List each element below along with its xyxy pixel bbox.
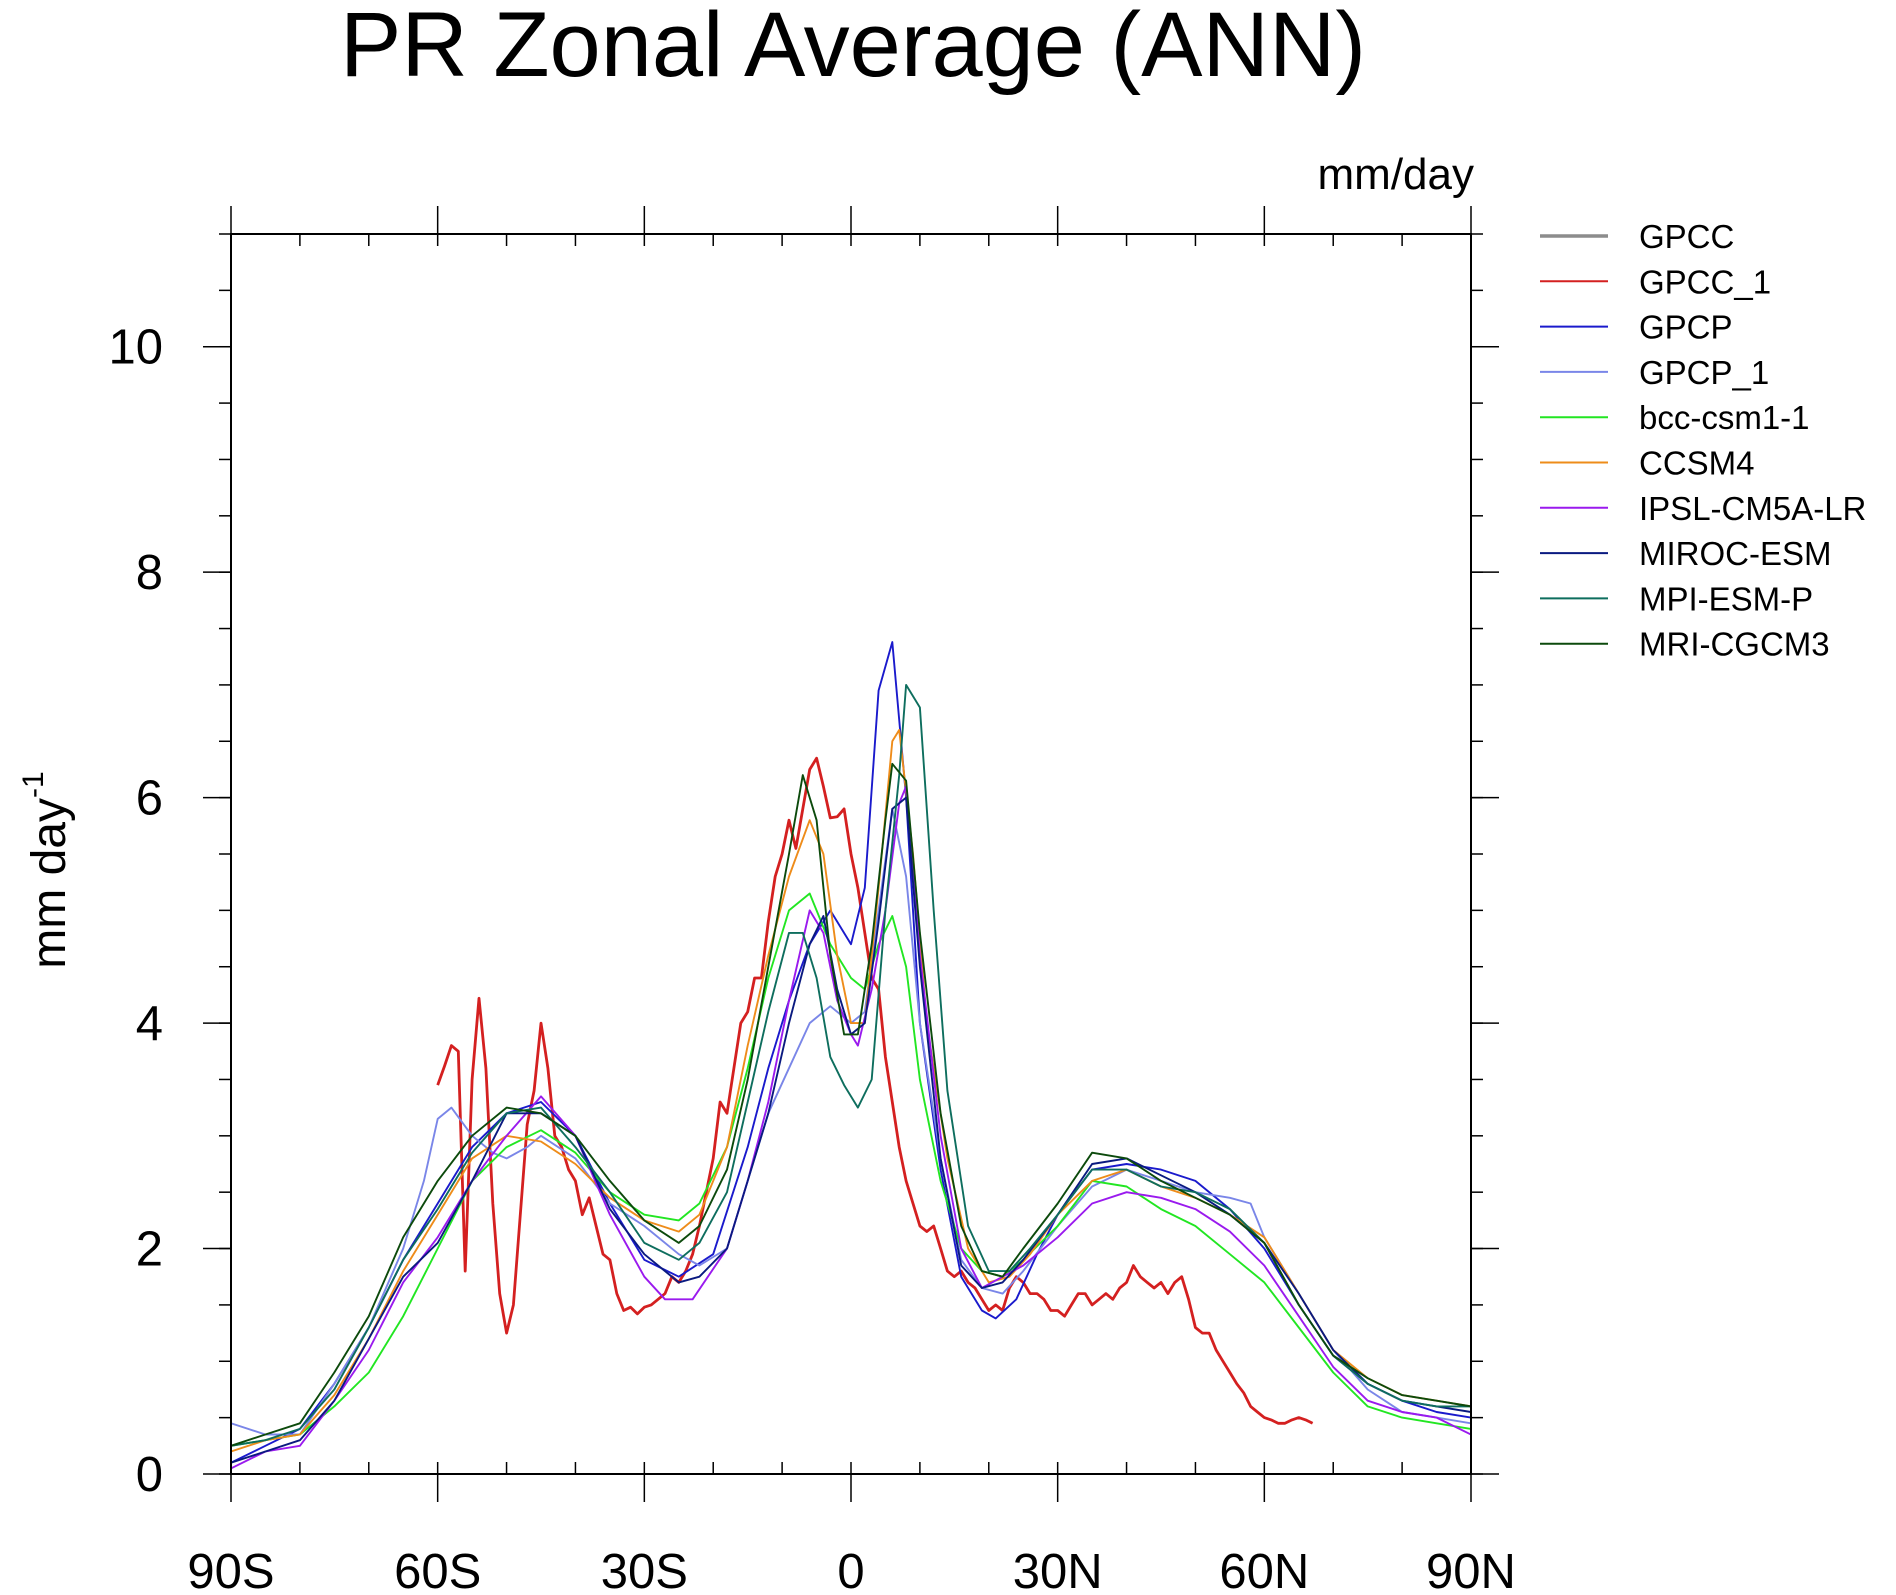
x-tick-labels: 90S 60S 30S 0 30N 60N 90N (187, 1545, 1516, 1595)
series-line-gpcp-1 (231, 807, 1471, 1436)
legend-label-bcc-csm1-1: bcc-csm1-1 (1639, 399, 1810, 436)
x-tick-label: 30S (601, 1545, 688, 1595)
legend-label-gpcc: GPCC (1639, 218, 1734, 255)
series-line-ccsm4 (231, 729, 1471, 1453)
chart-title: PR Zonal Average (ANN) (340, 0, 1366, 96)
series-line-mri-cgcm3 (231, 762, 1471, 1447)
x-tick-label: 90S (187, 1545, 274, 1595)
legend-label-gpcp: GPCP (1639, 309, 1733, 346)
series-line-gpcp (231, 641, 1471, 1464)
series-line-bcc-csm1-1 (231, 892, 1471, 1447)
x-tick-label: 90N (1426, 1545, 1516, 1595)
y-axis-label-text: mm day (23, 798, 76, 969)
legend-label-mpi-esm-p: MPI-ESM-P (1639, 580, 1813, 617)
svg-text:mm day-1: mm day-1 (17, 771, 76, 968)
series-line-mpi-esm-p (231, 683, 1471, 1447)
y-axis-label-superscript: -1 (17, 771, 50, 798)
x-tick-label: 30N (1013, 1545, 1103, 1595)
units-label: mm/day (1318, 150, 1474, 199)
plot-frame (230, 233, 1472, 1475)
legend-label-mri-cgcm3: MRI-CGCM3 (1639, 626, 1830, 663)
x-tick-label: 60N (1219, 1545, 1309, 1595)
y-tick-label: 8 (136, 546, 163, 600)
legend-label-miroc-esm: MIROC-ESM (1639, 535, 1832, 572)
legend-label-gpcc-1: GPCC_1 (1639, 263, 1771, 300)
legend: GPCC GPCC_1 GPCP GPCP_1 bcc-csm1-1 CCSM4 IPSL-… (1540, 218, 1866, 663)
x-tick-label: 60S (394, 1545, 481, 1595)
major-ticks (203, 206, 1499, 1502)
y-tick-label: 0 (136, 1448, 163, 1502)
y-tick-label: 4 (136, 997, 163, 1051)
y-tick-label: 10 (108, 321, 163, 375)
series-line-ipsl-cm5a-lr (231, 785, 1471, 1470)
y-axis-label: mm day-1 (17, 771, 76, 968)
y-tick-label: 6 (136, 772, 163, 826)
y-tick-label: 2 (136, 1223, 163, 1277)
series-lines (231, 641, 1471, 1470)
legend-label-ipsl-cm5a-lr: IPSL-CM5A-LR (1639, 490, 1866, 527)
series-line-miroc-esm (231, 796, 1471, 1464)
series-line-gpcc-1 (436, 756, 1314, 1425)
legend-label-gpcp-1: GPCP_1 (1639, 354, 1769, 391)
x-tick-label: 0 (837, 1545, 864, 1595)
y-tick-labels: 0 2 4 6 8 10 (108, 321, 163, 1502)
legend-label-ccsm4: CCSM4 (1639, 445, 1755, 482)
